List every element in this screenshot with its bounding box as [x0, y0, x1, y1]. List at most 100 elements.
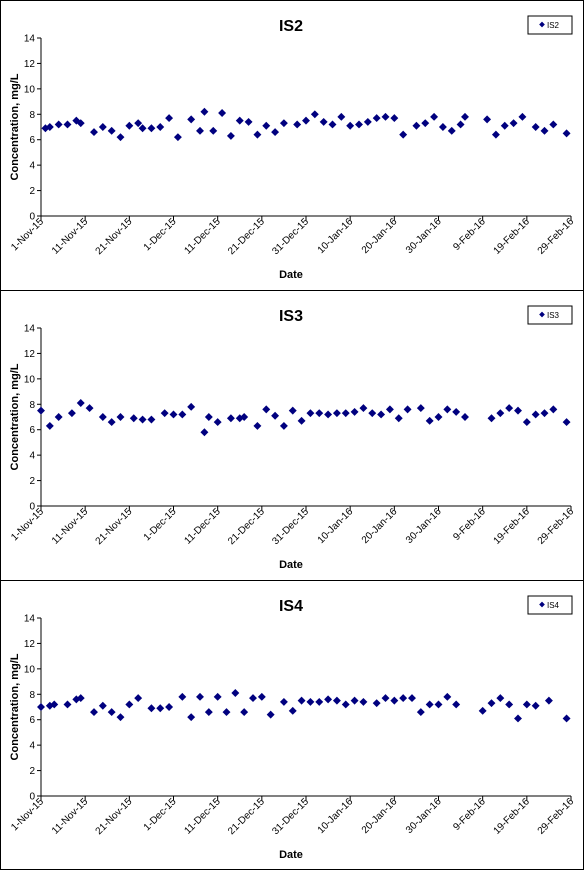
data-point	[288, 706, 297, 715]
data-point	[412, 121, 421, 130]
data-point	[302, 116, 310, 125]
x-tick-label: 21-Nov-15	[94, 506, 135, 547]
data-point	[544, 696, 553, 705]
data-point	[204, 708, 213, 717]
x-tick-label: 10-Jan-16	[316, 506, 356, 546]
data-point	[461, 112, 469, 121]
data-point	[90, 708, 98, 717]
data-point	[408, 694, 416, 703]
legend: IS4	[527, 595, 573, 615]
x-tick-label: 20-Jan-16	[360, 216, 400, 256]
data-point	[116, 413, 125, 421]
chart-panel-is2: IS2 0 2 4 6 8 10 12 14 1-Nov-15 11-Nov-15 21-Nov-15…	[0, 0, 584, 292]
x-axis-label: Date	[279, 269, 303, 281]
data-point	[505, 700, 514, 709]
y-tick-label: 8	[29, 690, 35, 701]
data-point	[514, 406, 522, 415]
data-point	[209, 126, 218, 135]
data-point	[421, 119, 430, 128]
data-point	[434, 413, 443, 421]
data-point	[271, 128, 280, 137]
data-point	[240, 413, 249, 421]
data-point	[213, 418, 222, 427]
x-tick-label: 30-Jan-16	[404, 506, 444, 546]
x-tick-label: 9-Feb-16	[451, 796, 488, 833]
x-tick-label: 20-Jan-16	[360, 796, 400, 836]
data-point	[350, 407, 359, 416]
data-point	[76, 119, 85, 128]
data-point	[222, 708, 231, 717]
data-point	[67, 409, 76, 418]
data-point	[134, 694, 143, 703]
x-tick-label: 11-Dec-15	[183, 506, 224, 547]
data-point	[178, 410, 187, 419]
data-point	[244, 117, 253, 126]
y-tick-label: 8	[29, 110, 35, 121]
data-point	[540, 126, 549, 135]
data-point	[359, 697, 368, 706]
data-point	[262, 405, 271, 414]
x-tick-label: 1-Dec-15	[142, 216, 179, 253]
x-tick-label: 31-Dec-15	[270, 796, 311, 837]
data-point	[332, 409, 341, 418]
legend-marker	[539, 601, 545, 608]
data-point	[257, 692, 266, 701]
data-point	[522, 700, 531, 709]
data-point	[310, 110, 319, 119]
y-tick-label: 6	[29, 425, 35, 436]
y-tick-label: 4	[29, 161, 35, 172]
data-point	[461, 413, 469, 421]
y-tick-label: 4	[29, 451, 35, 462]
data-point	[385, 405, 394, 414]
data-point	[125, 700, 134, 709]
data-point	[390, 114, 399, 123]
data-point	[76, 399, 85, 407]
x-tick-label: 21-Dec-15	[226, 506, 267, 547]
y-tick-label: 6	[29, 715, 35, 726]
data-point	[279, 119, 288, 128]
data-point	[328, 120, 337, 129]
data-point	[443, 405, 452, 414]
data-point	[381, 112, 390, 121]
data-point	[452, 700, 461, 709]
y-tick-label: 0	[29, 792, 35, 803]
data-point	[147, 415, 156, 424]
y-tick-label: 12	[24, 349, 36, 360]
x-tick-label: 21-Dec-15	[226, 216, 267, 257]
data-point	[562, 129, 571, 138]
data-point	[438, 123, 447, 131]
data-point	[355, 120, 363, 129]
chart-svg: IS4 0 2 4 6 8 10 12 14 1-Nov-15 11-Nov-15 21-Nov-15…	[9, 595, 576, 861]
data-point	[138, 124, 147, 133]
data-point	[425, 700, 434, 709]
y-tick-label: 2	[29, 186, 35, 197]
data-point	[531, 410, 540, 419]
data-point	[514, 714, 522, 723]
x-tick-label: 11-Nov-15	[50, 506, 91, 547]
data-point	[390, 696, 399, 705]
data-point	[156, 704, 165, 713]
data-point	[509, 119, 518, 128]
data-point	[456, 120, 465, 129]
y-tick-label: 12	[24, 59, 36, 70]
data-point	[235, 116, 244, 125]
data-point	[160, 409, 169, 418]
data-point	[319, 117, 328, 126]
data-point	[487, 699, 496, 708]
data-point	[187, 713, 196, 722]
data-point	[372, 699, 381, 708]
data-point	[359, 404, 368, 413]
data-point	[372, 114, 381, 123]
y-tick-label: 14	[24, 34, 36, 45]
data-point	[218, 109, 227, 117]
data-point	[98, 701, 107, 710]
data-point	[249, 694, 257, 703]
data-point	[253, 421, 262, 430]
x-tick-label: 11-Nov-15	[50, 216, 91, 257]
data-point	[315, 697, 324, 706]
chart-panel-is4: IS4 0 2 4 6 8 10 12 14 1-Nov-15 11-Nov-15 21-Nov-15…	[0, 580, 584, 870]
y-tick-label: 14	[24, 614, 36, 625]
data-point	[37, 406, 45, 415]
legend-label: IS3	[547, 311, 560, 320]
y-tick-label: 6	[29, 135, 35, 146]
